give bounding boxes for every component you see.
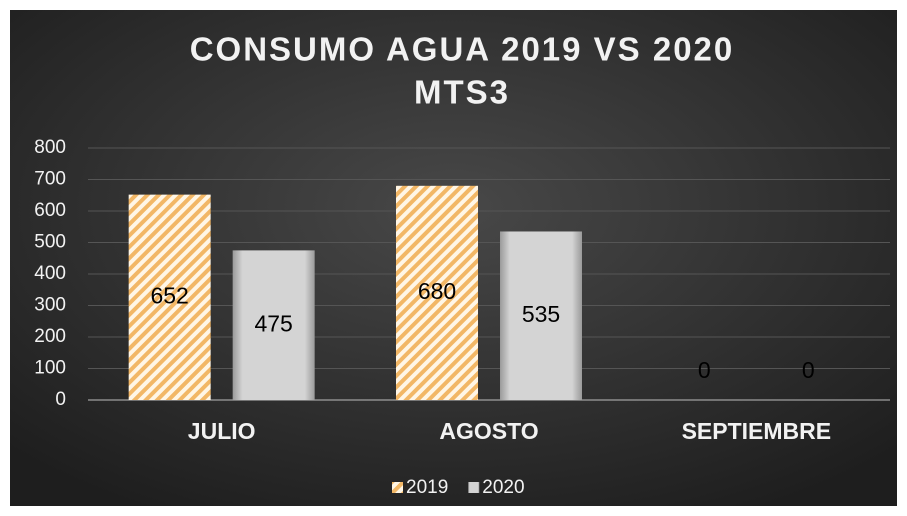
y-tick-label: 100 xyxy=(34,358,66,379)
data-label: 0 xyxy=(698,357,711,383)
bar xyxy=(232,250,315,400)
y-tick-label: 700 xyxy=(34,169,66,190)
chart-title: CONSUMO AGUA 2019 VS 2020 xyxy=(190,31,735,68)
x-tick-label: JULIO xyxy=(188,418,256,444)
x-tick-label: AGOSTO xyxy=(439,418,538,444)
y-tick-label: 300 xyxy=(34,295,66,316)
data-label: 535 xyxy=(522,301,560,327)
data-label: 0 xyxy=(802,357,815,383)
legend-label: 2020 xyxy=(482,477,524,498)
y-tick-label: 200 xyxy=(34,326,66,347)
bar xyxy=(500,231,582,400)
y-tick-label: 500 xyxy=(34,232,66,253)
data-label: 475 xyxy=(254,310,292,336)
legend-label: 2019 xyxy=(406,477,448,498)
y-tick-label: 0 xyxy=(55,389,66,410)
x-tick-label: SEPTIEMBRE xyxy=(682,418,832,444)
data-label: 680 xyxy=(418,278,456,304)
bar xyxy=(128,194,211,400)
legend-swatch xyxy=(468,482,480,493)
bar xyxy=(396,185,478,400)
y-tick-label: 600 xyxy=(34,200,66,221)
y-tick-label: 400 xyxy=(34,263,66,284)
legend-swatch xyxy=(392,482,403,493)
y-tick-label: 800 xyxy=(34,137,66,158)
data-label: 652 xyxy=(150,282,188,308)
chart-subtitle: MTS3 xyxy=(414,74,510,111)
